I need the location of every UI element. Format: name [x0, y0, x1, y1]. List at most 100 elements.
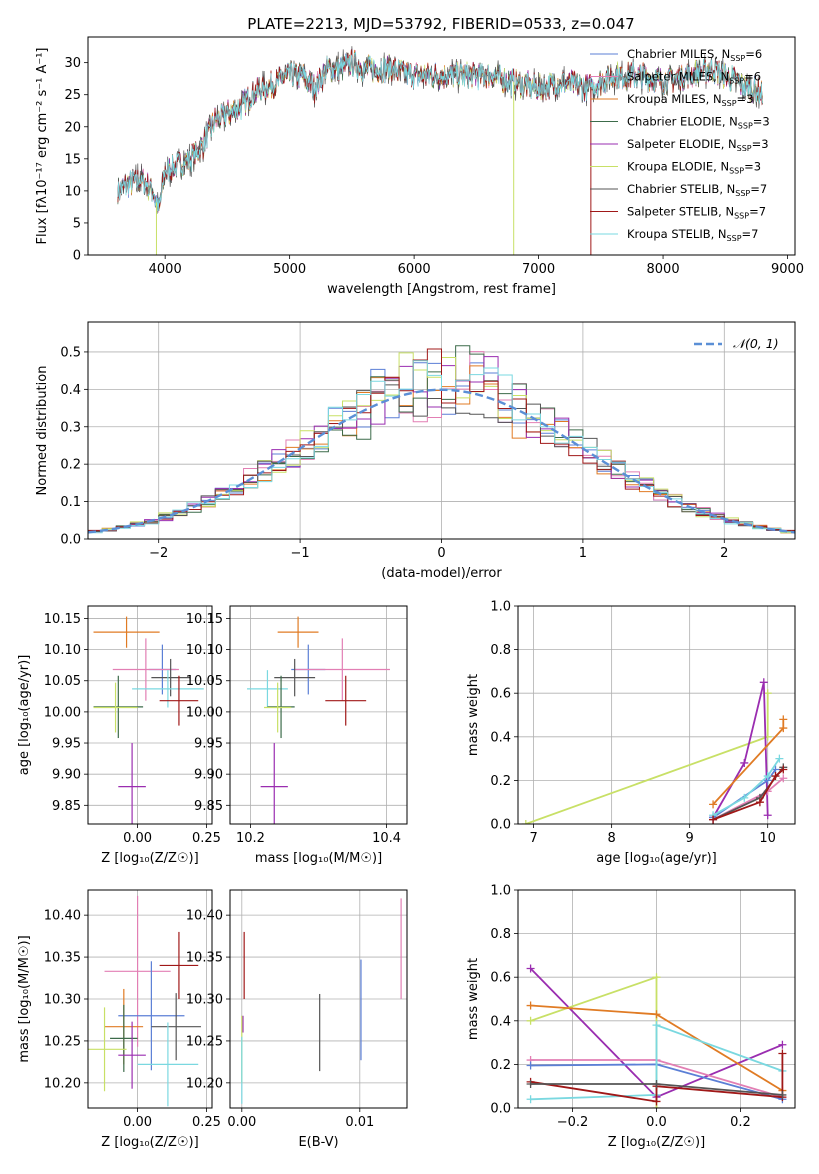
weight-marker-kroupa_elodie — [521, 820, 530, 824]
axes-frame — [229, 889, 408, 1109]
x-tick-label: −0.2 — [557, 1115, 589, 1130]
y-tick-label: 10.05 — [44, 674, 81, 689]
x-tick-label: 6000 — [398, 262, 431, 277]
x-axis-label: wavelength [Angstrom, rest frame] — [327, 282, 556, 297]
weight-marker-kroupa_stelib — [775, 754, 784, 763]
panel-age_vs_mass: 10.2 10.4 9.85 9.90 9.95 10.00 10.05 10.10 10.15… — [186, 605, 408, 866]
plot-area — [526, 964, 787, 1108]
x-tick-label: 0.0 — [646, 1115, 667, 1130]
plot-area — [521, 678, 788, 824]
y-tick-label: 10.10 — [186, 643, 223, 658]
x-tick-label: 7000 — [522, 262, 555, 277]
y-tick-label: 0.3 — [60, 420, 81, 435]
x-axis-label: mass [log₁₀(M/M☉)] — [255, 851, 382, 866]
panel-weight_vs_age: 7 8 9 10 0.0 0.2 0.4 0.6 0.8 1.0 age [log₁₀(age/yr… — [466, 600, 796, 866]
legend-label-salpeter_stelib: Salpeter STELIB, NSSP=7 — [627, 205, 766, 221]
plot-area — [93, 616, 204, 824]
weight-marker-salpeter_stelib — [755, 798, 764, 807]
y-axis-label: Flux [fλ10⁻¹⁷ erg cm⁻² s⁻¹ A⁻¹] — [35, 48, 50, 245]
normal-curve — [88, 388, 795, 534]
legend-label-chabrier_stelib: Chabrier STELIB, NSSP=7 — [627, 182, 767, 198]
weight-marker-salpeter_elodie — [740, 758, 749, 767]
x-tick-label: 5000 — [273, 262, 306, 277]
axes-frame — [87, 605, 213, 825]
x-axis-label: age [log₁₀(age/yr)] — [596, 851, 717, 866]
y-tick-label: 0.2 — [60, 458, 81, 473]
y-axis-label: mass [log₁₀(M/M☉)] — [17, 935, 32, 1062]
axes-frame — [87, 321, 796, 540]
y-tick-label: 10.00 — [44, 705, 81, 720]
y-tick-label: 10.30 — [44, 993, 81, 1008]
weight-marker-salpeter_stelib — [652, 1097, 661, 1106]
weight-marker-salpeter_elodie — [778, 1040, 787, 1049]
y-tick-label: 0.4 — [490, 1014, 511, 1029]
y-axis-label: age [log₁₀(age/yr)] — [17, 655, 32, 776]
y-tick-label: 20 — [64, 120, 81, 135]
legend-label-salpeter_miles: Salpeter MILES, NSSP=6 — [627, 70, 761, 86]
spectrum-line-kroupa_stelib — [117, 51, 763, 211]
weight-marker-salpeter_stelib — [771, 772, 780, 781]
x-axis-label: Z [log₁₀(Z/Z☉)] — [608, 1135, 705, 1150]
panel-spectrum: 4000 5000 6000 7000 8000 9000 0 5 10 15 20 25 30 wave… — [35, 36, 804, 297]
panel-residuals: −2 −1 0 1 2 0.0 0.1 0.2 0.3 0.4 0.5 (data-model)/er… — [35, 321, 796, 581]
x-tick-label: 10.4 — [372, 831, 401, 846]
weight-marker-salpeter_miles — [779, 774, 788, 783]
weight-marker-kroupa_miles — [526, 1001, 535, 1010]
weight-marker-salpeter_stelib — [709, 815, 718, 824]
legend-label-chabrier_miles: Chabrier MILES, NSSP=6 — [627, 47, 762, 63]
y-tick-label: 0.8 — [490, 927, 511, 942]
weight-line-salpeter_elodie — [712, 682, 769, 818]
y-tick-label: 9.95 — [52, 737, 81, 752]
x-tick-label: 1 — [579, 546, 587, 561]
weight-marker-salpeter_elodie — [759, 678, 768, 687]
y-tick-label: 9.95 — [194, 737, 223, 752]
x-tick-label: 9000 — [771, 262, 804, 277]
y-tick-label: 10.35 — [44, 951, 81, 966]
legend-label-kroupa_miles: Kroupa MILES, NSSP=3 — [627, 92, 753, 108]
x-tick-label: 7 — [529, 831, 537, 846]
y-tick-label: 10.05 — [186, 674, 223, 689]
y-tick-label: 10.20 — [44, 1076, 81, 1091]
x-tick-label: 9 — [686, 831, 694, 846]
plot-area — [88, 345, 795, 539]
y-tick-label: 10.00 — [186, 705, 223, 720]
panel-weight_vs_Z: −0.2 0.0 0.2 0.0 0.2 0.4 0.6 0.8 1.0 Z [log₁₀(Z/Z… — [466, 884, 796, 1150]
y-tick-label: 15 — [64, 152, 81, 167]
plot-area — [117, 46, 763, 255]
y-tick-label: 25 — [64, 88, 81, 103]
weight-marker-salpeter_elodie — [763, 811, 772, 820]
legend: Chabrier MILES, NSSP=6 Salpeter MILES, NS… — [590, 47, 770, 243]
weight-line-kroupa_elodie — [530, 975, 658, 1108]
weight-line-salpeter_stelib — [712, 768, 784, 821]
plot-area — [241, 898, 402, 1104]
x-tick-label: −2 — [149, 546, 168, 561]
figure-title: PLATE=2213, MJD=53792, FIBERID=0533, z=0… — [247, 15, 634, 33]
y-tick-label: 9.90 — [52, 768, 81, 783]
x-tick-label: 4000 — [149, 262, 182, 277]
weight-marker-kroupa_stelib — [740, 793, 749, 802]
y-tick-label: 0.2 — [490, 774, 511, 789]
y-tick-label: 10.25 — [44, 1034, 81, 1049]
weight-marker-salpeter_stelib — [778, 1049, 787, 1058]
x-tick-label: 10 — [759, 831, 776, 846]
x-tick-label: 2 — [720, 546, 728, 561]
y-tick-label: 0.8 — [490, 643, 511, 658]
weight-marker-kroupa_stelib — [652, 1021, 661, 1030]
x-tick-label: 0.00 — [123, 1115, 152, 1130]
weight-marker-kroupa_miles — [709, 800, 718, 809]
x-tick-label: 8 — [607, 831, 615, 846]
plot-area — [88, 895, 201, 1107]
axes-frame — [517, 889, 796, 1109]
weight-marker-salpeter_stelib — [779, 765, 788, 774]
y-tick-label: 1.0 — [490, 600, 511, 615]
y-tick-label: 5 — [73, 216, 81, 231]
y-tick-label: 0.2 — [490, 1058, 511, 1073]
y-tick-label: 10 — [64, 184, 81, 199]
axes-frame — [87, 36, 796, 256]
x-axis-label: Z [log₁₀(Z/Z☉)] — [101, 1135, 198, 1150]
x-tick-label: 0.01 — [345, 1115, 374, 1130]
x-tick-label: −1 — [291, 546, 310, 561]
weight-line-kroupa_stelib — [712, 758, 781, 817]
y-tick-label: 10.25 — [186, 1034, 223, 1049]
y-tick-label: 0.5 — [60, 345, 81, 360]
